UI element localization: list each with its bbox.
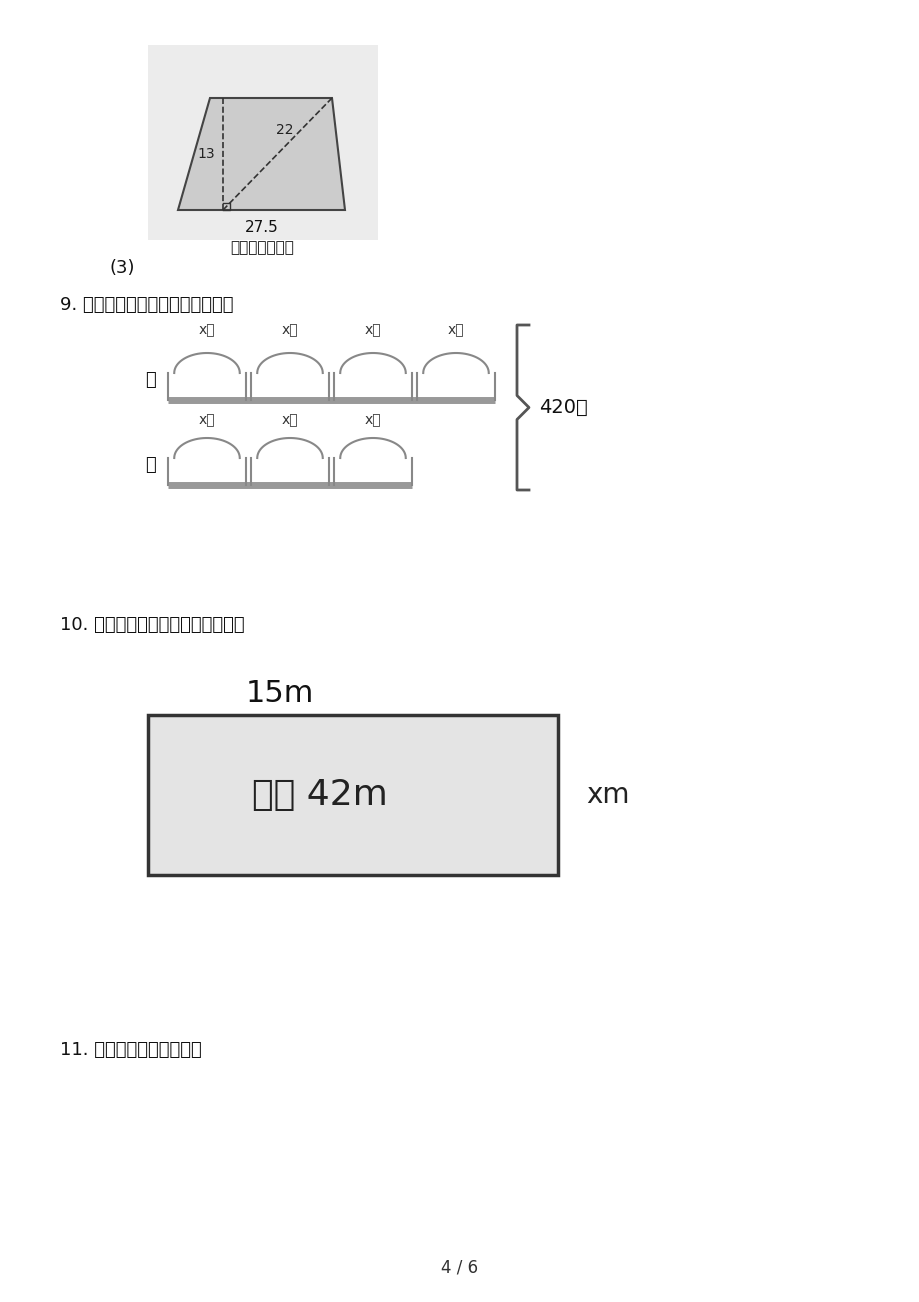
Text: 4 / 6: 4 / 6 bbox=[441, 1259, 478, 1277]
Text: x只: x只 bbox=[364, 413, 380, 427]
Text: xm: xm bbox=[585, 781, 629, 809]
Text: 420只: 420只 bbox=[539, 398, 587, 417]
Text: 10. 看图列方程，并求出方程的解。: 10. 看图列方程，并求出方程的解。 bbox=[60, 616, 244, 634]
Text: x只: x只 bbox=[281, 413, 298, 427]
Text: x只: x只 bbox=[199, 323, 215, 337]
Text: （单位：厘米）: （单位：厘米） bbox=[230, 241, 293, 255]
Text: 22: 22 bbox=[276, 122, 293, 137]
Text: (3): (3) bbox=[110, 259, 135, 277]
Text: 周长 42m: 周长 42m bbox=[252, 779, 388, 812]
Text: x只: x只 bbox=[448, 323, 464, 337]
Text: 13: 13 bbox=[198, 147, 215, 161]
Text: 鸡: 鸡 bbox=[145, 371, 156, 389]
Text: 9. 看图列方程，并求出方程的解。: 9. 看图列方程，并求出方程的解。 bbox=[60, 296, 233, 314]
Text: x只: x只 bbox=[281, 323, 298, 337]
Text: 15m: 15m bbox=[245, 678, 314, 707]
Polygon shape bbox=[177, 98, 345, 210]
Text: 鸭: 鸭 bbox=[145, 456, 156, 474]
Text: 11. 看图列方程，并解答。: 11. 看图列方程，并解答。 bbox=[60, 1042, 201, 1059]
FancyBboxPatch shape bbox=[148, 715, 558, 875]
Text: 27.5: 27.5 bbox=[244, 220, 278, 236]
FancyBboxPatch shape bbox=[148, 46, 378, 240]
Text: x只: x只 bbox=[199, 413, 215, 427]
Text: x只: x只 bbox=[364, 323, 380, 337]
